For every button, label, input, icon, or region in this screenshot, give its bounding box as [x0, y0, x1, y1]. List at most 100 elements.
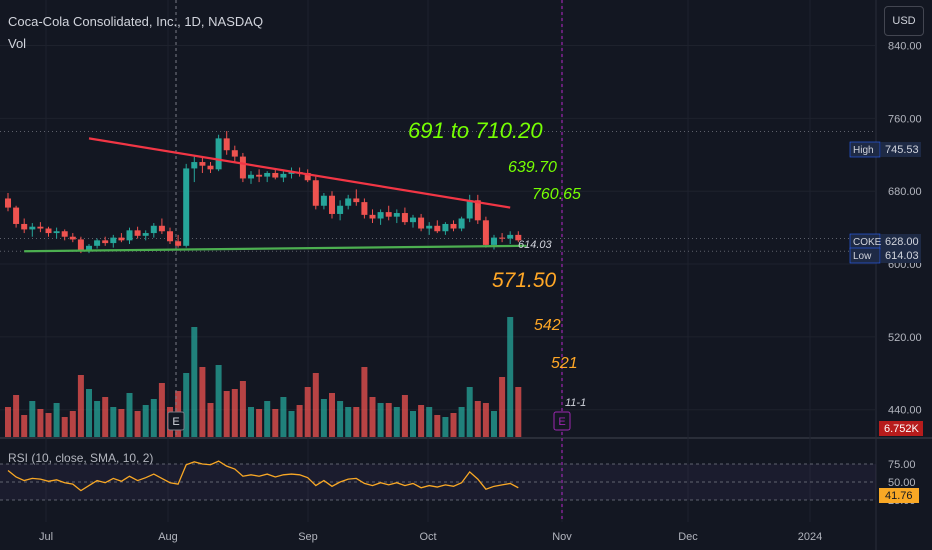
candle-body[interactable]: [337, 205, 344, 214]
candle-body[interactable]: [353, 198, 360, 203]
candle-body[interactable]: [515, 234, 522, 241]
volume-bar: [94, 401, 101, 437]
candle-body[interactable]: [183, 168, 190, 246]
candle-body[interactable]: [37, 226, 44, 229]
candle-body[interactable]: [410, 217, 416, 223]
candle-body[interactable]: [231, 150, 238, 157]
candle-body[interactable]: [134, 230, 141, 236]
volume-bar: [183, 373, 190, 437]
candle-body[interactable]: [199, 162, 206, 166]
volume-bar: [491, 411, 497, 437]
candle-body[interactable]: [77, 239, 84, 251]
volume-bar: [442, 417, 449, 437]
volume-bar: [21, 415, 28, 437]
volume-bar: [69, 411, 76, 437]
candle-body[interactable]: [507, 234, 514, 239]
candle-body[interactable]: [482, 220, 489, 245]
candle-body[interactable]: [474, 200, 481, 221]
volume-bar: [434, 415, 441, 437]
candle-body[interactable]: [499, 237, 506, 239]
volume-bar: [393, 407, 400, 437]
candle-body[interactable]: [272, 172, 279, 178]
candle-body[interactable]: [304, 172, 311, 181]
volume-bar: [37, 409, 44, 437]
candle-body[interactable]: [256, 174, 263, 177]
candle-body[interactable]: [191, 162, 198, 169]
candle-body[interactable]: [53, 231, 60, 234]
volume-bar: [142, 405, 149, 437]
candle-body[interactable]: [142, 233, 149, 236]
candle-body[interactable]: [458, 218, 465, 229]
candle-body[interactable]: [13, 207, 20, 224]
candle-body[interactable]: [248, 174, 254, 179]
trendline-support[interactable]: [24, 244, 527, 253]
volume-bar: [45, 413, 52, 437]
candle-body[interactable]: [150, 225, 157, 234]
candle-body[interactable]: [29, 226, 36, 230]
rsi-tick-label: 75.00: [888, 459, 916, 471]
x-tick-label: Oct: [419, 531, 436, 543]
candle-body[interactable]: [102, 240, 109, 244]
candle-body[interactable]: [110, 237, 117, 244]
candle-body[interactable]: [86, 245, 92, 251]
candle-body[interactable]: [167, 231, 173, 242]
candle-body[interactable]: [377, 212, 384, 219]
volume-bar: [5, 407, 11, 437]
candle-body[interactable]: [450, 223, 457, 229]
candle-body[interactable]: [158, 225, 165, 232]
candle-body[interactable]: [345, 198, 352, 206]
candle-body[interactable]: [126, 230, 133, 241]
candle-body[interactable]: [401, 213, 408, 223]
candle-body[interactable]: [175, 241, 182, 246]
earnings-marker[interactable]: [167, 411, 185, 431]
candle-body[interactable]: [215, 138, 222, 170]
volume-bar: [482, 403, 489, 437]
candle-body[interactable]: [94, 240, 101, 246]
trendline-resistance[interactable]: [88, 137, 511, 209]
candle-body[interactable]: [45, 228, 52, 234]
candle-body[interactable]: [418, 217, 425, 229]
rsi-value-box: [879, 488, 919, 503]
earnings-marker-label: E: [558, 416, 565, 428]
candle-body[interactable]: [21, 223, 28, 230]
candle-body[interactable]: [442, 223, 449, 232]
volume-bar: [288, 411, 295, 437]
candle-body[interactable]: [207, 165, 214, 170]
currency-button[interactable]: USD: [884, 6, 924, 36]
candle-body[interactable]: [393, 213, 400, 217]
candle-body[interactable]: [239, 156, 246, 179]
candle-body[interactable]: [329, 195, 335, 214]
candle-body[interactable]: [312, 180, 319, 206]
volume-bar: [191, 327, 198, 437]
candle-body[interactable]: [361, 202, 368, 215]
earnings-marker[interactable]: [553, 411, 571, 431]
volume-bar: [312, 373, 319, 437]
volume-bar: [207, 403, 214, 437]
volume-indicator-label: Vol: [8, 36, 27, 51]
volume-bar: [264, 401, 271, 437]
candle-body[interactable]: [369, 214, 376, 219]
price-annotation: 639.70: [508, 159, 557, 176]
candle-body[interactable]: [118, 237, 125, 241]
candle-body[interactable]: [466, 200, 473, 219]
candle-body[interactable]: [434, 225, 441, 232]
volume-bar: [256, 409, 263, 437]
candle-body[interactable]: [280, 173, 287, 178]
volume-bar: [118, 409, 125, 437]
y-tick-label: 760.00: [888, 113, 922, 125]
candle-body[interactable]: [288, 172, 295, 174]
candle-body[interactable]: [320, 195, 327, 206]
candle-body[interactable]: [69, 236, 76, 240]
candle-body[interactable]: [61, 231, 68, 237]
volume-bar: [134, 411, 141, 437]
candle-body[interactable]: [5, 198, 11, 208]
x-tick-label: Sep: [298, 531, 318, 543]
chart-title: Coca-Cola Consolidated, Inc., 1D, NASDAQ: [8, 14, 264, 29]
candle-body[interactable]: [223, 138, 230, 151]
candle-body[interactable]: [426, 225, 433, 229]
y-tick-label: 680.00: [888, 186, 922, 198]
candle-body[interactable]: [491, 237, 497, 245]
candle-body[interactable]: [264, 172, 271, 177]
candle-body[interactable]: [385, 212, 392, 217]
